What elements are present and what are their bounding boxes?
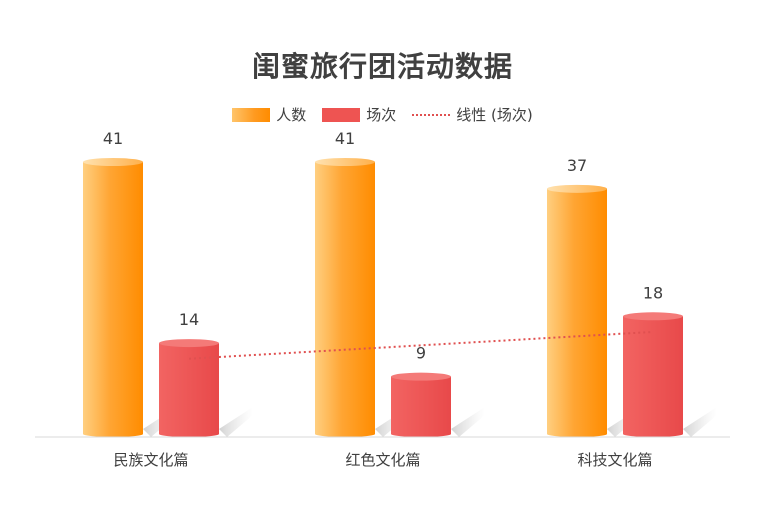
chart-title: 闺蜜旅行团活动数据 <box>251 50 513 83</box>
legend-label-trendline: 线性 (场次) <box>456 106 533 124</box>
legend-swatch-people <box>232 107 271 122</box>
data-label-people-1: 41 <box>335 129 355 148</box>
data-label-people-2: 37 <box>567 156 587 175</box>
legend-label-people: 人数 <box>276 106 307 124</box>
data-label-sessions-1: 9 <box>416 344 426 363</box>
bar-cap-people-0 <box>83 158 143 166</box>
data-label-sessions-0: 14 <box>179 310 199 329</box>
x-tick-label-1: 红色文化篇 <box>345 451 420 469</box>
bar-cap-sessions-1 <box>391 372 451 381</box>
bar-sessions-0 <box>159 343 219 437</box>
legend-item-trendline: 线性 (场次) <box>412 104 533 125</box>
data-label-people-0: 41 <box>103 129 123 148</box>
legend-item-people: 人数 <box>232 104 306 125</box>
legend-label-sessions: 场次 <box>366 106 397 124</box>
bar-shadow-sessions-0 <box>219 407 253 437</box>
data-label-sessions-2: 18 <box>643 283 663 302</box>
x-tick-label-2: 科技文化篇 <box>577 451 652 469</box>
bar-people-2 <box>547 188 607 437</box>
bar-cap-people-2 <box>547 184 607 193</box>
bar-cap-sessions-2 <box>623 312 683 321</box>
legend: 人数 场次 线性 (场次) <box>0 104 765 125</box>
bar-shadow-sessions-2 <box>683 407 717 437</box>
legend-item-sessions: 场次 <box>322 104 396 125</box>
bar-cap-sessions-0 <box>159 339 219 348</box>
legend-line-trendline <box>412 113 451 116</box>
bar-sessions-1 <box>391 376 451 437</box>
bar-shadow-sessions-1 <box>451 407 485 437</box>
bar-people-1 <box>315 162 375 437</box>
legend-swatch-sessions <box>322 107 361 122</box>
bar-sessions-2 <box>623 316 683 437</box>
bar-cap-people-1 <box>315 158 375 166</box>
x-tick-label-0: 民族文化篇 <box>113 451 188 469</box>
bar-people-0 <box>83 162 143 437</box>
